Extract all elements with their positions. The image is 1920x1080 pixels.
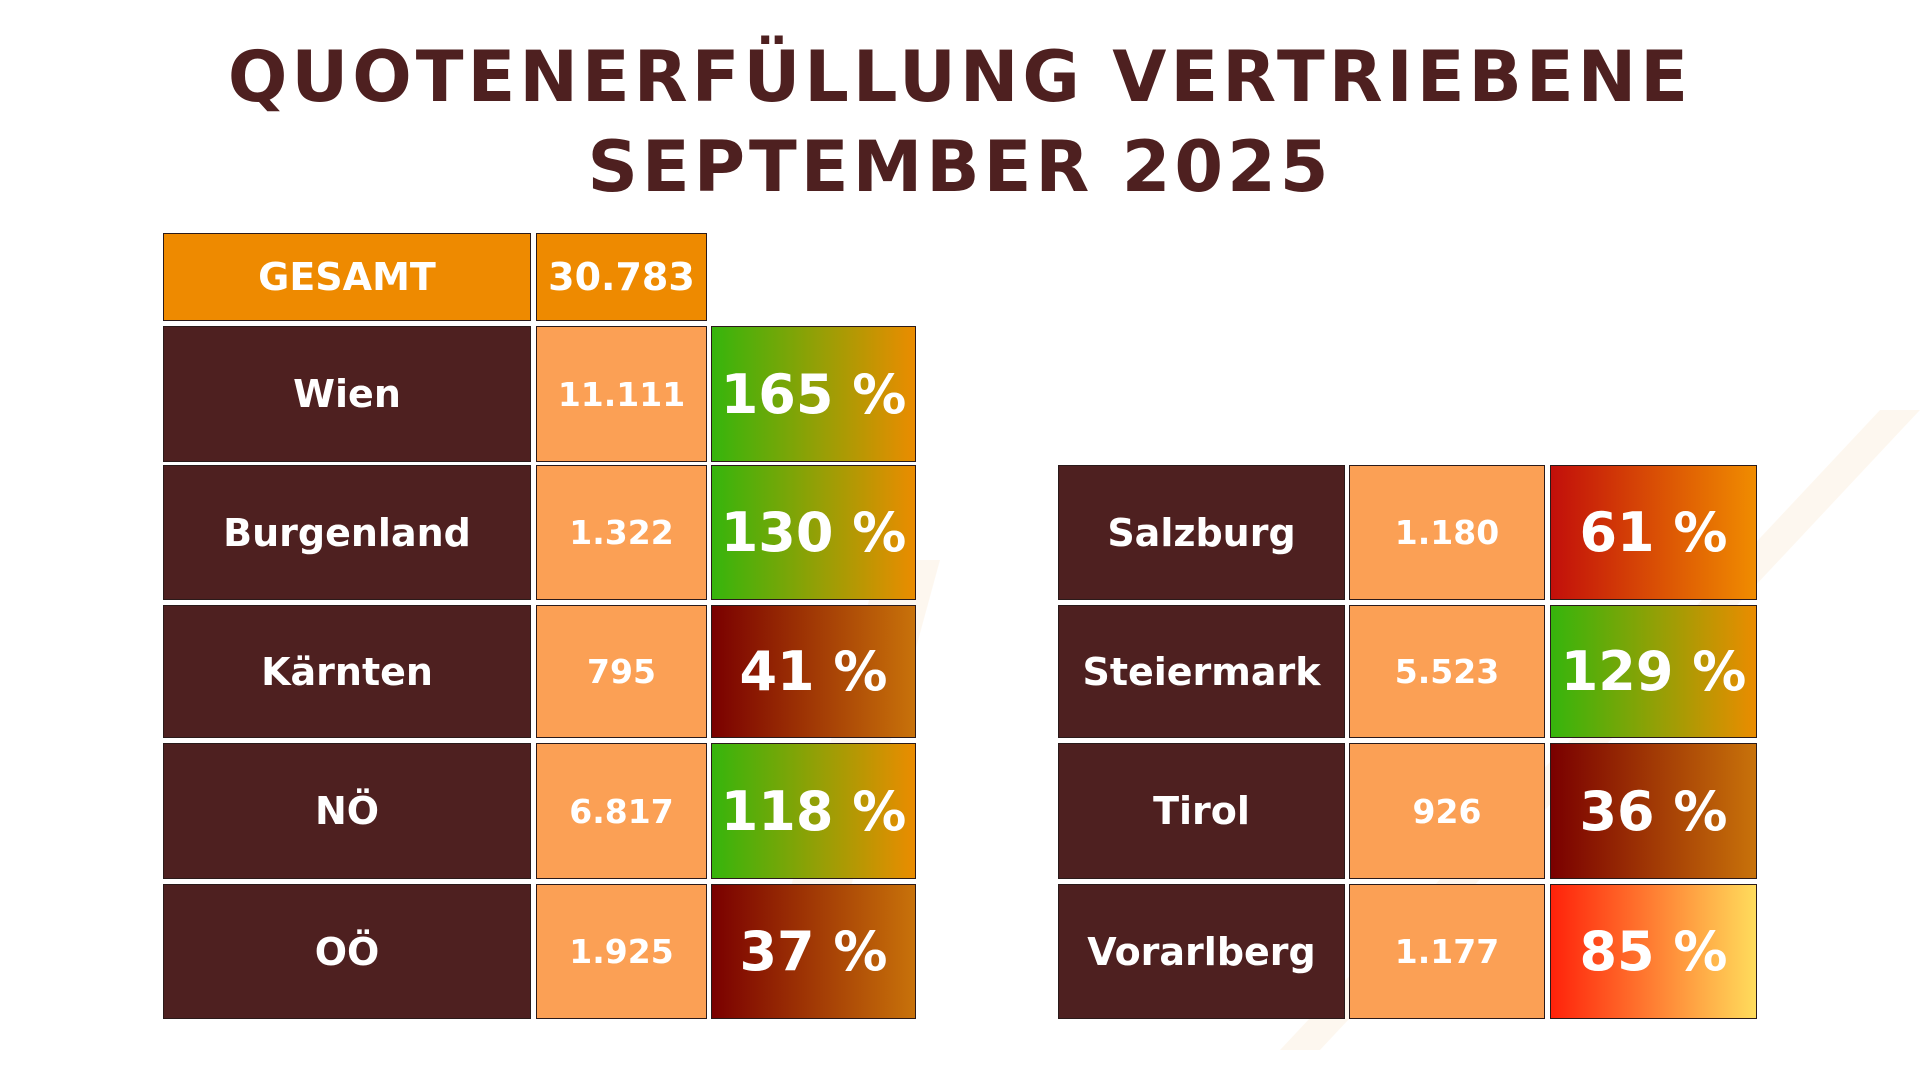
count-value: 1.180 [1349, 465, 1545, 600]
quota-value: 41 % [711, 605, 916, 738]
total-label: GESAMT [163, 233, 531, 321]
quota-value: 85 % [1550, 884, 1757, 1019]
total-value: 30.783 [536, 233, 707, 321]
count-value: 11.111 [536, 326, 707, 462]
region-name: Kärnten [163, 605, 531, 738]
region-name: NÖ [163, 743, 531, 879]
region-name: Vorarlberg [1058, 884, 1345, 1019]
count-value: 795 [536, 605, 707, 738]
count-value: 6.817 [536, 743, 707, 879]
title-line: SEPTEMBER 2025 [587, 126, 1333, 208]
quota-value: 130 % [711, 465, 916, 600]
quota-value: 129 % [1550, 605, 1757, 738]
quota-value: 61 % [1550, 465, 1757, 600]
region-name: Burgenland [163, 465, 531, 600]
count-value: 1.322 [536, 465, 707, 600]
region-name: OÖ [163, 884, 531, 1019]
count-value: 5.523 [1349, 605, 1545, 738]
quota-value: 37 % [711, 884, 916, 1019]
title-line: QUOTENERFÜLLUNG VERTRIEBENE [227, 36, 1693, 118]
quota-value: 118 % [711, 743, 916, 879]
quota-value: 36 % [1550, 743, 1757, 879]
count-value: 926 [1349, 743, 1545, 879]
region-name: Wien [163, 326, 531, 462]
region-name: Salzburg [1058, 465, 1345, 600]
count-value: 1.925 [536, 884, 707, 1019]
count-value: 1.177 [1349, 884, 1545, 1019]
region-name: Steiermark [1058, 605, 1345, 738]
quota-value: 165 % [711, 326, 916, 462]
region-name: Tirol [1058, 743, 1345, 879]
